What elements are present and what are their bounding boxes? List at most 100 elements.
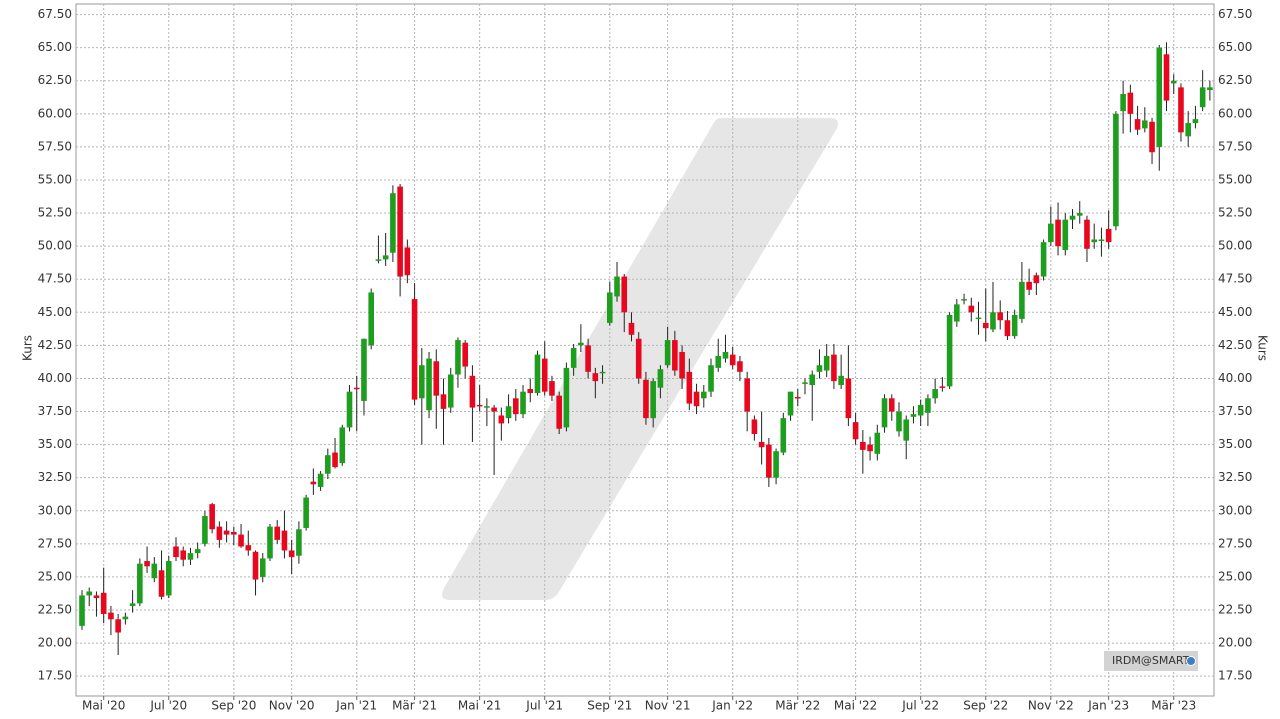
y-tick-label: 30.00 bbox=[38, 503, 72, 517]
candle-body bbox=[491, 407, 497, 412]
candle-body bbox=[469, 375, 476, 408]
candle-body bbox=[722, 351, 729, 359]
candle-body bbox=[780, 418, 787, 453]
candle-body bbox=[252, 551, 259, 580]
candle-body bbox=[419, 365, 425, 399]
candle-body bbox=[1192, 119, 1199, 124]
x-tick-label: Jan '21 bbox=[335, 699, 377, 713]
y-tick-label: 42.50 bbox=[38, 338, 72, 352]
candle-body bbox=[100, 592, 107, 614]
candle-body bbox=[151, 563, 158, 579]
candle-body bbox=[173, 546, 179, 558]
candle-body bbox=[86, 591, 93, 596]
candle-body bbox=[288, 550, 295, 558]
candle-body bbox=[925, 398, 931, 413]
candle-body bbox=[896, 411, 902, 432]
y-tick-label: 22.50 bbox=[38, 602, 72, 616]
candle-body bbox=[1011, 314, 1018, 337]
x-tick-label: Nov '20 bbox=[269, 699, 315, 713]
candle-body bbox=[664, 340, 671, 366]
y2-tick-label: 20.00 bbox=[1218, 636, 1252, 650]
candle-body bbox=[614, 276, 620, 297]
candle-body bbox=[267, 526, 273, 559]
y-tick-label: 27.50 bbox=[38, 536, 72, 550]
x-tick-label: Mai '22 bbox=[834, 699, 877, 713]
candle-body bbox=[137, 563, 143, 604]
candle-body bbox=[534, 354, 541, 394]
candle-body bbox=[939, 386, 946, 388]
candle-body bbox=[1055, 219, 1061, 247]
candle-body bbox=[852, 422, 859, 440]
candle-body bbox=[353, 387, 360, 390]
y2-tick-label: 67.50 bbox=[1218, 7, 1252, 21]
y-tick-label: 17.50 bbox=[38, 669, 72, 683]
candle-body bbox=[433, 361, 440, 396]
y-tick-label: 60.00 bbox=[38, 106, 72, 120]
candle-body bbox=[108, 612, 114, 620]
candle-body bbox=[281, 530, 288, 551]
candle-body bbox=[1019, 281, 1025, 319]
globe-icon bbox=[1186, 656, 1196, 666]
candle-body bbox=[411, 299, 418, 400]
candle-body bbox=[700, 391, 707, 399]
x-tick-label: Nov '22 bbox=[1028, 699, 1074, 713]
candle-body bbox=[737, 361, 743, 372]
x-tick-label: Sep '21 bbox=[587, 699, 632, 713]
y2-tick-label: 42.50 bbox=[1218, 338, 1252, 352]
x-tick-label: Mär '22 bbox=[775, 699, 820, 713]
x-tick-label: Mär '21 bbox=[392, 699, 437, 713]
candles bbox=[79, 42, 1213, 655]
x-tick-label: Jul '21 bbox=[525, 699, 563, 713]
candle-body bbox=[375, 259, 382, 261]
y-tick-label: 25.00 bbox=[38, 569, 72, 583]
y2-tick-label: 47.50 bbox=[1218, 272, 1252, 286]
watermark-label: IRDM@SMART bbox=[1112, 654, 1190, 667]
candle-body bbox=[447, 374, 454, 408]
candle-body bbox=[549, 381, 555, 396]
candle-body bbox=[758, 441, 765, 448]
candle-body bbox=[274, 526, 281, 540]
candle-body bbox=[831, 354, 837, 382]
candle-body bbox=[751, 419, 758, 435]
y-tick-label: 55.00 bbox=[38, 172, 72, 186]
candle-body bbox=[1062, 219, 1069, 251]
candle-body bbox=[578, 342, 584, 346]
x-tick-label: Jan '23 bbox=[1087, 699, 1129, 713]
candle-body bbox=[158, 570, 165, 597]
y-axis-title: Kurs bbox=[21, 335, 35, 361]
y2-tick-label: 17.50 bbox=[1218, 669, 1252, 683]
candle-body bbox=[650, 381, 656, 419]
y-tick-label: 47.50 bbox=[38, 272, 72, 286]
candle-body bbox=[1084, 219, 1090, 249]
candle-body bbox=[787, 391, 794, 416]
candle-body bbox=[917, 404, 924, 416]
candle-body bbox=[1163, 54, 1170, 101]
candle-body bbox=[657, 369, 664, 388]
candle-body bbox=[679, 351, 685, 379]
candle-body bbox=[303, 497, 309, 528]
candle-body bbox=[982, 322, 989, 329]
candle-body bbox=[1026, 281, 1032, 290]
candle-body bbox=[643, 379, 649, 419]
y2-axis-title: Kurs bbox=[1256, 335, 1270, 361]
candle-body bbox=[513, 398, 519, 415]
candle-body bbox=[129, 603, 136, 607]
candle-body bbox=[455, 340, 461, 375]
y2-tick-label: 50.00 bbox=[1218, 239, 1252, 253]
candle-body bbox=[180, 550, 187, 560]
y2-tick-label: 52.50 bbox=[1218, 206, 1252, 220]
candle-body bbox=[209, 504, 215, 530]
y2-tick-label: 35.00 bbox=[1218, 437, 1252, 451]
y-tick-label: 32.50 bbox=[38, 470, 72, 484]
candle-body bbox=[194, 549, 201, 554]
y2-tick-label: 32.50 bbox=[1218, 470, 1252, 484]
candle-body bbox=[1134, 119, 1141, 130]
y-tick-label: 62.50 bbox=[38, 73, 72, 87]
y-tick-label: 52.50 bbox=[38, 206, 72, 220]
candle-body bbox=[628, 322, 635, 335]
candle-body bbox=[570, 348, 577, 368]
candle-body bbox=[932, 389, 938, 399]
candle-body bbox=[296, 529, 302, 556]
candle-body bbox=[259, 558, 266, 577]
